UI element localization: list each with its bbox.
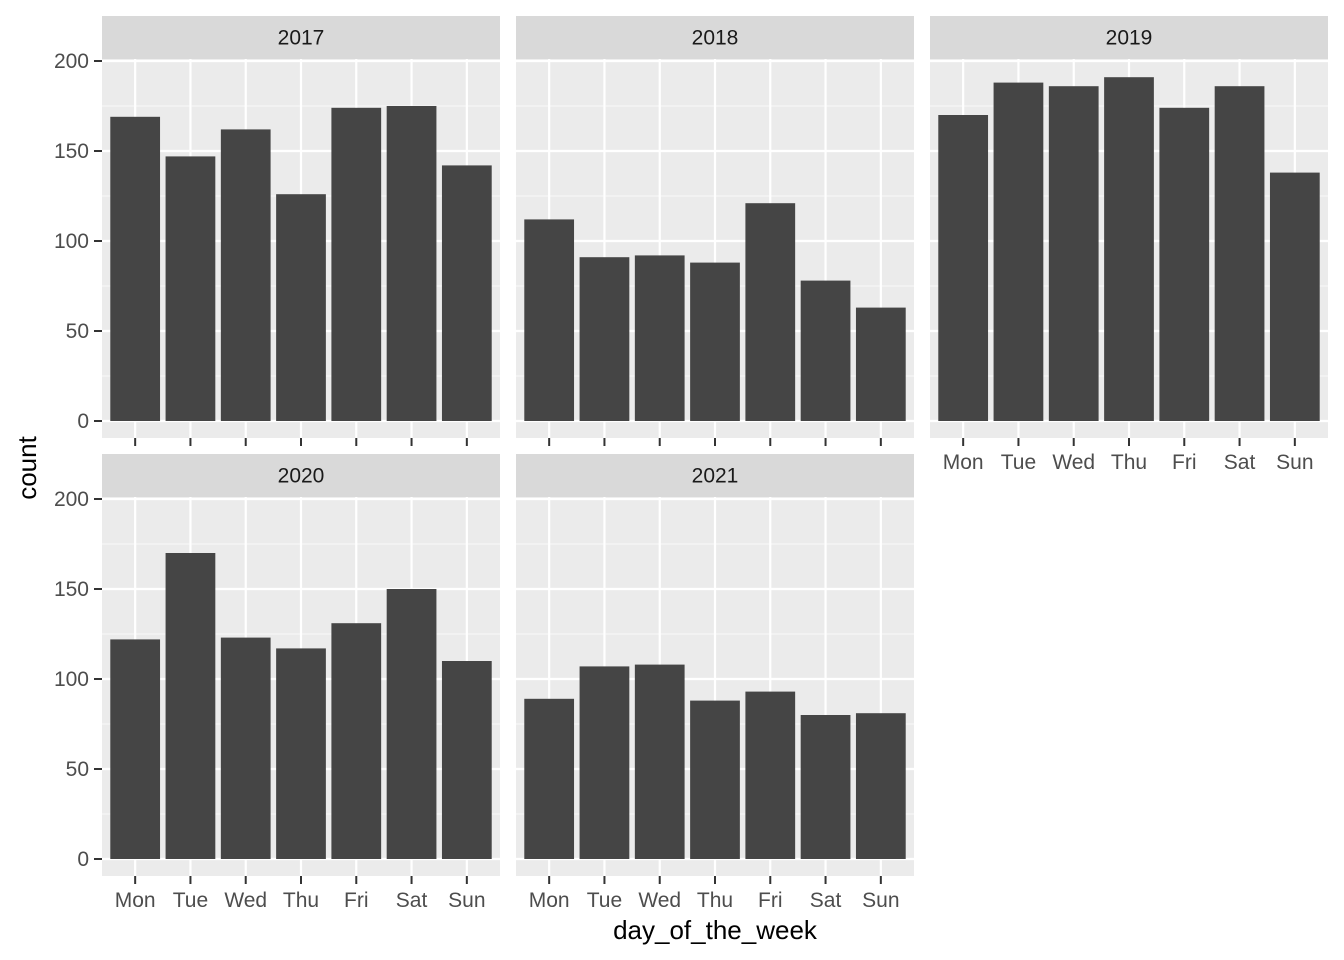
bar-2020-Thu: [276, 648, 326, 859]
bar-2020-Wed: [220, 637, 271, 859]
bar-2019-Thu: [1104, 77, 1154, 421]
bar-2018-Fri: [745, 203, 796, 421]
facet-strip-label: 2020: [278, 465, 325, 488]
facet-strip-label: 2019: [1106, 27, 1153, 50]
facet-panels: 2017 0 50 100 150 200 2018 2019 Mon Tue Wed Thu Fri S…: [54, 16, 1328, 912]
bar-2017-Tue: [165, 156, 216, 421]
x-tick-label: Wed: [1052, 451, 1095, 474]
x-tick-label: Thu: [697, 889, 733, 912]
x-tick-label: Thu: [1111, 451, 1147, 474]
facet-strip: [102, 16, 500, 59]
x-tick-label: Tue: [1001, 451, 1036, 474]
facet-panel-2017: 2017 0 50 100 150 200: [54, 16, 500, 446]
x-tick-label: Thu: [283, 889, 319, 912]
x-tick-label: Sat: [1224, 451, 1256, 474]
bar-2017-Sat: [386, 106, 437, 421]
facet-strip-label: 2017: [278, 27, 325, 50]
x-tick-label: Sun: [1276, 451, 1313, 474]
x-tick-label: Wed: [224, 889, 267, 912]
x-tick-label: Sat: [396, 889, 428, 912]
facet-panel-2018: 2018: [516, 16, 914, 446]
y-tick-label: 150: [54, 578, 89, 601]
y-axis-title: count: [12, 435, 42, 499]
bar-2019-Wed: [1048, 86, 1099, 421]
bar-2018-Mon: [524, 219, 575, 421]
x-tick-label: Mon: [529, 889, 570, 912]
bar-2020-Sat: [386, 589, 437, 859]
x-axis-title: day_of_the_week: [613, 915, 818, 945]
facet-strip: [930, 16, 1328, 59]
x-tick-label: Mon: [943, 451, 984, 474]
bar-2020-Mon: [110, 639, 161, 859]
bar-2017-Sun: [441, 165, 492, 421]
y-tick-label: 0: [77, 410, 89, 433]
bar-2018-Sun: [855, 307, 906, 421]
facet-panel-2019: 2019 Mon Tue Wed Thu Fri Sat Sun: [930, 16, 1328, 474]
x-tick-label: Fri: [1172, 451, 1197, 474]
x-tick-label: Fri: [758, 889, 783, 912]
bar-2017-Mon: [110, 116, 161, 422]
facet-strip: [516, 454, 914, 497]
facet-panel-2020: 2020 0 50 100 150 200 Mon Tue Wed Thu Fri Sat Sun: [54, 454, 500, 912]
y-tick-label: 100: [54, 230, 89, 253]
x-tick-label: Mon: [115, 889, 156, 912]
x-tick-label: Tue: [173, 889, 208, 912]
bar-2020-Sun: [441, 661, 492, 859]
bar-2018-Thu: [690, 262, 740, 421]
y-tick-label: 50: [66, 758, 89, 781]
bar-2020-Tue: [165, 553, 216, 859]
bar-2018-Wed: [634, 255, 685, 421]
facet-strip-label: 2018: [692, 27, 739, 50]
y-tick-label: 100: [54, 668, 89, 691]
x-tick-label: Sun: [448, 889, 485, 912]
x-tick-label: Tue: [587, 889, 622, 912]
bar-2021-Wed: [634, 664, 685, 859]
x-tick-label: Sun: [862, 889, 899, 912]
facet-strip: [516, 16, 914, 59]
facet-strip-label: 2021: [692, 465, 739, 488]
bar-2021-Thu: [690, 700, 740, 859]
bar-2018-Tue: [579, 257, 630, 421]
bar-2017-Fri: [331, 107, 382, 422]
bar-2017-Thu: [276, 194, 326, 421]
bar-2019-Mon: [938, 115, 989, 421]
bar-2020-Fri: [331, 623, 382, 859]
bar-2019-Sun: [1269, 172, 1320, 421]
x-tick-label: Fri: [344, 889, 369, 912]
x-tick-label: Sat: [810, 889, 842, 912]
y-tick-label: 150: [54, 140, 89, 163]
y-tick-label: 0: [77, 848, 89, 871]
bar-2021-Fri: [745, 691, 796, 859]
facet-strip: [102, 454, 500, 497]
bar-2017-Wed: [220, 129, 271, 421]
y-tick-label: 200: [54, 488, 89, 511]
y-tick-label: 50: [66, 320, 89, 343]
bar-2021-Mon: [524, 698, 575, 859]
bar-2019-Sat: [1214, 86, 1265, 421]
bar-2019-Tue: [993, 82, 1044, 421]
x-tick-label: Wed: [638, 889, 681, 912]
y-tick-label: 200: [54, 50, 89, 73]
facet-panel-2021: 2021 Mon Tue Wed Thu Fri Sat Sun: [516, 454, 914, 912]
bar-2018-Sat: [800, 280, 851, 421]
bar-2021-Tue: [579, 666, 630, 859]
bar-2019-Fri: [1159, 107, 1210, 422]
bar-2021-Sun: [855, 713, 906, 859]
bar-2021-Sat: [800, 715, 851, 859]
